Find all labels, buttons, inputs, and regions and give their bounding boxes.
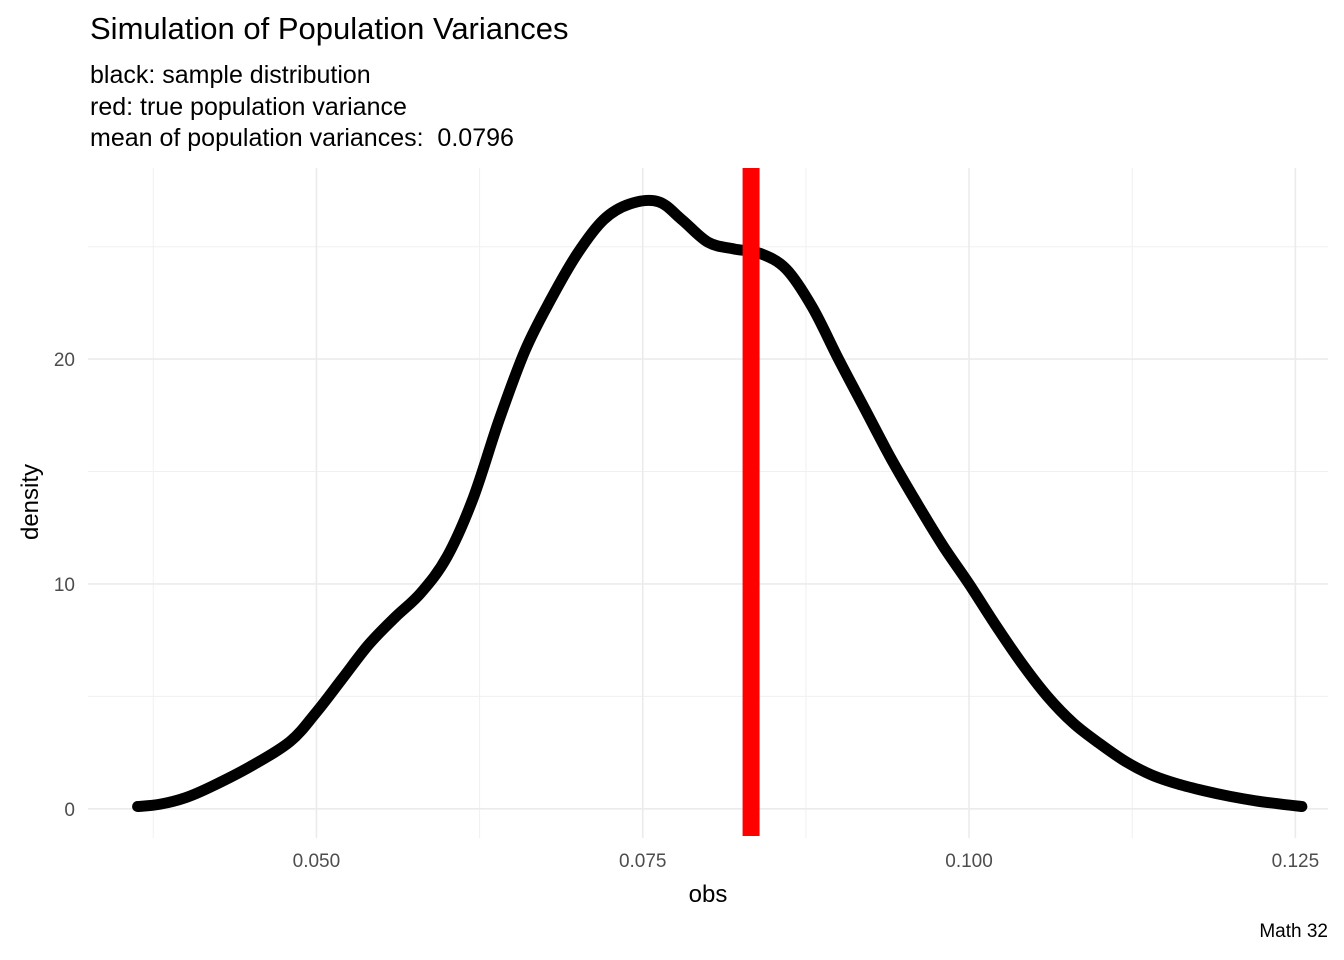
chart-caption: Math 32 bbox=[1259, 921, 1328, 942]
x-axis-title: obs bbox=[689, 881, 728, 908]
chart-title: Simulation of Population Variances bbox=[90, 11, 569, 46]
subtitle-line-mean: mean of population variances: 0.0796 bbox=[90, 124, 514, 152]
density-series bbox=[132, 194, 1308, 813]
x-tick-label: 0.100 bbox=[945, 851, 993, 872]
subtitle-line-red: red: true population variance bbox=[90, 92, 407, 121]
density-curve bbox=[132, 194, 1308, 813]
chart-subtitle: black: sample distribution red: true pop… bbox=[90, 60, 514, 155]
x-tick-label: 0.050 bbox=[293, 851, 341, 872]
subtitle-line-black: black: sample distribution bbox=[90, 61, 371, 89]
y-tick-label: 10 bbox=[54, 575, 75, 596]
x-tick-label: 0.125 bbox=[1272, 851, 1320, 872]
x-tick-label: 0.075 bbox=[619, 851, 667, 872]
grid-lines bbox=[88, 168, 1328, 838]
y-tick-label: 0 bbox=[64, 800, 75, 821]
tick-labels: 0.050 0.075 0.100 0.125 0 10 20 bbox=[54, 350, 1319, 872]
y-axis-title: density bbox=[17, 464, 44, 540]
y-tick-label: 20 bbox=[54, 350, 75, 371]
